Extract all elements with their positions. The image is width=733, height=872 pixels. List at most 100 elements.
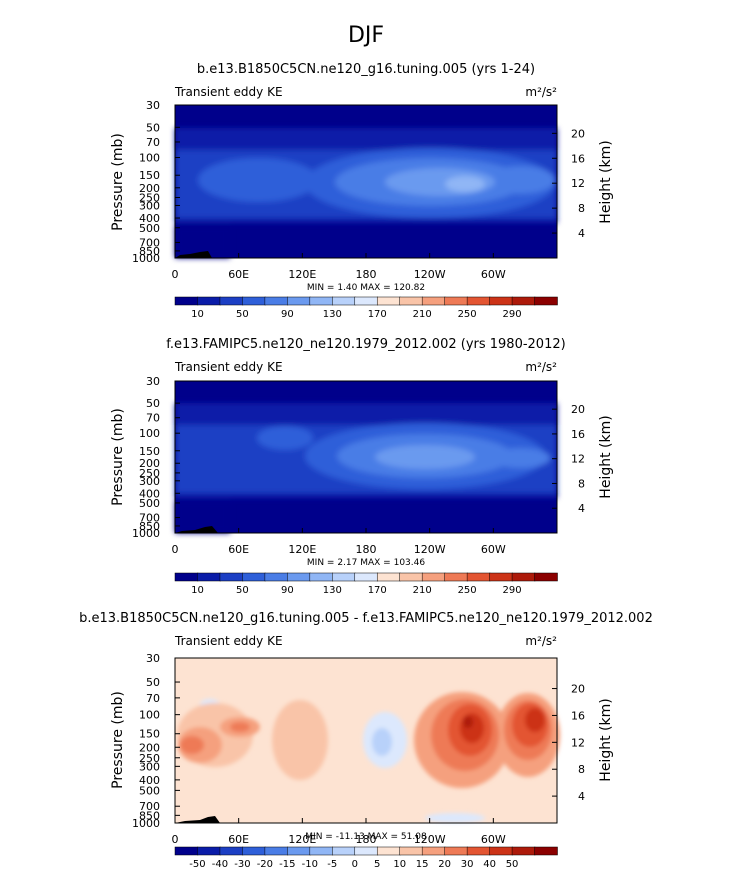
colorbar-swatch [421,846,446,856]
contour-band [372,728,392,756]
panel-3-stats: MIN = -11.13 MAX = 51.08 [305,832,427,842]
colorbar-label: 50 [236,585,249,596]
x-tick-label: 120E [288,833,316,846]
colorbar-swatch [511,572,536,582]
colorbar-swatch [287,296,311,306]
colorbar-swatch [489,296,513,306]
contour-band [425,813,485,823]
y-tick-label-right: 4 [578,502,585,515]
panel-3-x-ticks: 0 60E 120E 180 120W 60W [172,818,506,846]
colorbar-label: -20 [257,859,273,870]
y-tick-label-right: 12 [571,453,585,466]
y-tick-label: 850 [139,245,160,258]
figure-title: DJF [348,23,384,48]
panel-2-colorbar: 10 50 90 130 170 210 250 290 [174,572,558,596]
colorbar-swatch [264,572,289,582]
colorbar-swatch [219,846,244,856]
x-tick-label: 60E [228,268,249,281]
x-tick-label: 0 [172,833,179,846]
panel-3-ylabel-right: Height (km) [598,698,614,781]
y-tick-label: 250 [139,752,160,765]
colorbar-swatch [376,572,401,582]
colorbar-swatch [534,296,558,306]
colorbar-swatch [466,572,491,582]
contour-band [525,708,545,732]
y-tick-label: 500 [139,497,160,510]
y-tick-label: 100 [139,709,160,722]
colorbar-swatch [376,296,401,306]
colorbar-swatch [444,296,468,306]
contour-band [445,176,485,192]
colorbar-swatch [354,296,378,306]
colorbar-swatch [444,846,468,856]
panel-3-variable-label: Transient eddy KE [174,634,283,648]
colorbar-swatch [309,296,334,306]
colorbar-swatch [511,296,536,306]
y-tick-label-right: 8 [578,477,585,490]
y-tick-label: 700 [139,800,160,813]
colorbar-label: 5 [374,859,380,870]
contour-band [272,700,328,780]
y-tick-label-right: 8 [578,763,585,776]
colorbar-label: 30 [461,859,474,870]
contour-band [485,166,555,194]
contour-band [175,500,230,533]
colorbar-label: 10 [393,859,406,870]
y-tick-label: 400 [139,487,160,500]
colorbar-label: 20 [438,859,451,870]
x-tick-label: 180 [356,268,377,281]
colorbar-label: 50 [506,859,519,870]
panel-2-plot-area [174,380,558,534]
y-tick-label: 1000 [132,817,160,830]
colorbar-swatch [421,296,446,306]
y-tick-label: 150 [139,728,160,741]
colorbar-swatch [421,572,446,582]
y-tick-label: 300 [139,199,160,212]
colorbar-label: 130 [323,585,342,596]
y-tick-label: 150 [139,169,160,182]
y-tick-label-right: 4 [578,790,585,803]
y-tick-label-right: 12 [571,177,585,190]
colorbar-label: -40 [212,859,228,870]
colorbar-swatch [197,296,221,306]
colorbar-swatch [354,572,378,582]
colorbar-swatch [489,846,513,856]
panel-3-title: b.e13.B1850C5CN.ne120_g16.tuning.005 - f… [79,611,653,626]
panel-3: b.e13.B1850C5CN.ne120_g16.tuning.005 - f… [79,611,653,870]
colorbar-label: 0 [352,859,358,870]
x-tick-label: 120E [288,268,316,281]
y-tick-label: 70 [146,412,160,425]
colorbar-swatch [219,572,244,582]
panel-1-title: b.e13.B1850C5CN.ne120_g16.tuning.005 (yr… [197,62,535,77]
colorbar-label: 170 [368,585,387,596]
y-tick-label: 700 [139,512,160,525]
x-tick-label: 120E [288,543,316,556]
colorbar-label: 90 [281,585,294,596]
y-tick-label: 700 [139,236,160,249]
y-tick-label: 70 [146,692,160,705]
colorbar-swatch [197,572,221,582]
colorbar-label: 50 [236,309,249,320]
colorbar-swatch [399,296,423,306]
x-tick-label: 120W [414,543,446,556]
colorbar-swatch [399,572,423,582]
y-tick-label-right: 16 [571,709,585,722]
colorbar-swatch [287,846,311,856]
panel-2-stats: MIN = 2.17 MAX = 103.46 [307,558,425,568]
y-tick-label: 30 [146,375,160,388]
colorbar-swatch [242,846,266,856]
y-tick-label: 250 [139,192,160,205]
colorbar-swatch [534,846,558,856]
y-tick-label-right: 20 [571,403,585,416]
colorbar-swatch [264,846,289,856]
colorbar-swatch [489,572,513,582]
colorbar-swatch [534,572,558,582]
y-tick-label: 850 [139,520,160,533]
y-tick-label: 100 [139,152,160,165]
colorbar-swatch [466,296,491,306]
panel-3-ylabel: Pressure (mb) [110,691,126,789]
colorbar-label: 250 [458,309,477,320]
